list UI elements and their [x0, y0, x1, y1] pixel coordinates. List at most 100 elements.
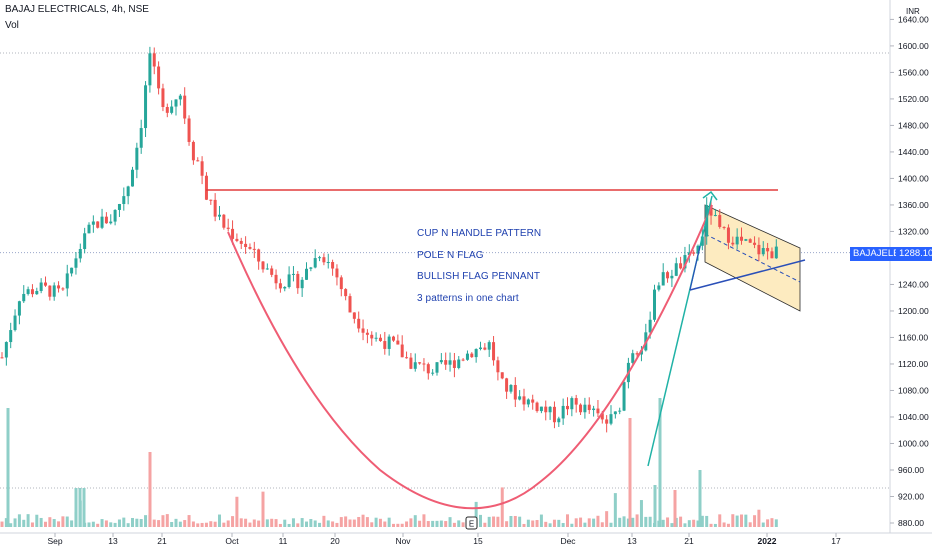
candle: [165, 103, 169, 118]
candle-body: [740, 236, 743, 241]
candle: [609, 405, 613, 426]
candle-body: [518, 396, 522, 400]
volume-bar: [718, 514, 722, 527]
candle: [766, 242, 770, 260]
price-tick-label: 1240.00: [898, 279, 929, 289]
candle-body: [78, 249, 82, 259]
volume-bar: [135, 518, 139, 527]
volume-bar: [357, 516, 361, 527]
volume-bar: [448, 517, 452, 527]
volume-bar: [626, 518, 630, 527]
candle: [635, 351, 639, 358]
candle: [144, 81, 148, 138]
candle-body: [548, 406, 552, 413]
candle: [226, 218, 230, 232]
candle-body: [735, 236, 739, 245]
volume-bar: [692, 519, 696, 527]
time-tick-label: 2022: [758, 536, 777, 546]
symbol-title[interactable]: BAJAJ ELECTRICALS, 4h, NSE: [5, 4, 149, 15]
candle: [718, 209, 722, 229]
volume-bar: [483, 522, 487, 527]
volume-bar: [544, 521, 548, 527]
volume-bar: [522, 523, 526, 527]
volume-bar: [361, 514, 365, 527]
volume-bar: [583, 522, 587, 527]
candle: [357, 311, 361, 333]
volume-bar: [274, 519, 278, 527]
volume-bars: [0, 398, 778, 527]
candle: [191, 140, 195, 165]
candle: [761, 241, 765, 257]
candle: [313, 249, 317, 269]
candle: [274, 269, 278, 290]
candle-body: [152, 53, 156, 67]
volume-bar: [766, 519, 770, 527]
volume-bar: [557, 519, 561, 527]
candle-body: [9, 330, 13, 343]
candle: [461, 358, 465, 362]
candle: [470, 352, 474, 358]
volume-bar: [400, 523, 404, 527]
volume-bar: [405, 521, 409, 527]
volume-bar: [65, 516, 69, 527]
candle-body: [357, 318, 361, 329]
volume-bar: [592, 518, 596, 527]
price-tick-label: 1600.00: [898, 41, 929, 51]
volume-bar: [139, 519, 143, 527]
candle: [740, 227, 743, 245]
candle: [583, 397, 587, 419]
volume-bar: [52, 519, 56, 527]
volume-bar: [496, 516, 500, 527]
candle-body: [657, 285, 661, 290]
candle: [265, 263, 269, 270]
candle-body: [635, 353, 639, 355]
candle: [605, 415, 609, 433]
candle: [209, 199, 213, 205]
volume-bar: [174, 518, 178, 527]
candle-body: [483, 347, 487, 350]
candle: [352, 312, 356, 324]
earnings-marker-letter: E: [469, 520, 474, 529]
support-trendline: [689, 259, 806, 291]
volume-bar: [287, 523, 291, 527]
volume-bar: [757, 509, 761, 527]
price-tick-label: 1440.00: [898, 147, 929, 157]
candle-body: [274, 274, 278, 284]
candle: [431, 369, 435, 376]
candle-body: [252, 248, 256, 250]
candle: [483, 343, 487, 351]
volume-bar: [713, 523, 717, 527]
candle: [331, 259, 335, 276]
volume-bar: [296, 523, 300, 527]
candle: [65, 264, 69, 297]
candle-body: [622, 382, 626, 411]
candle: [152, 47, 156, 75]
candle-body: [596, 408, 600, 414]
candle: [178, 93, 182, 106]
candle: [544, 400, 548, 421]
candle-body: [722, 226, 726, 228]
candle: [396, 334, 400, 345]
candle: [557, 416, 561, 427]
volume-bar: [170, 521, 174, 527]
candle: [270, 265, 274, 278]
volume-bar: [122, 517, 126, 527]
candle: [757, 237, 761, 262]
volume-bar: [144, 515, 148, 527]
volume-bar: [535, 520, 539, 527]
volume-bar: [548, 523, 552, 527]
candle: [526, 398, 530, 408]
volume-bar: [748, 522, 752, 527]
candle: [570, 396, 574, 417]
candle-body: [39, 282, 43, 291]
candle: [287, 266, 291, 289]
candle-body: [753, 242, 757, 245]
volume-bar: [526, 519, 530, 527]
candle-body: [96, 221, 100, 228]
price-tick-label: 1160.00: [898, 332, 928, 342]
price-tick-label: 1000.00: [898, 438, 929, 448]
candle-body: [513, 384, 517, 400]
volume-bar: [191, 521, 195, 527]
